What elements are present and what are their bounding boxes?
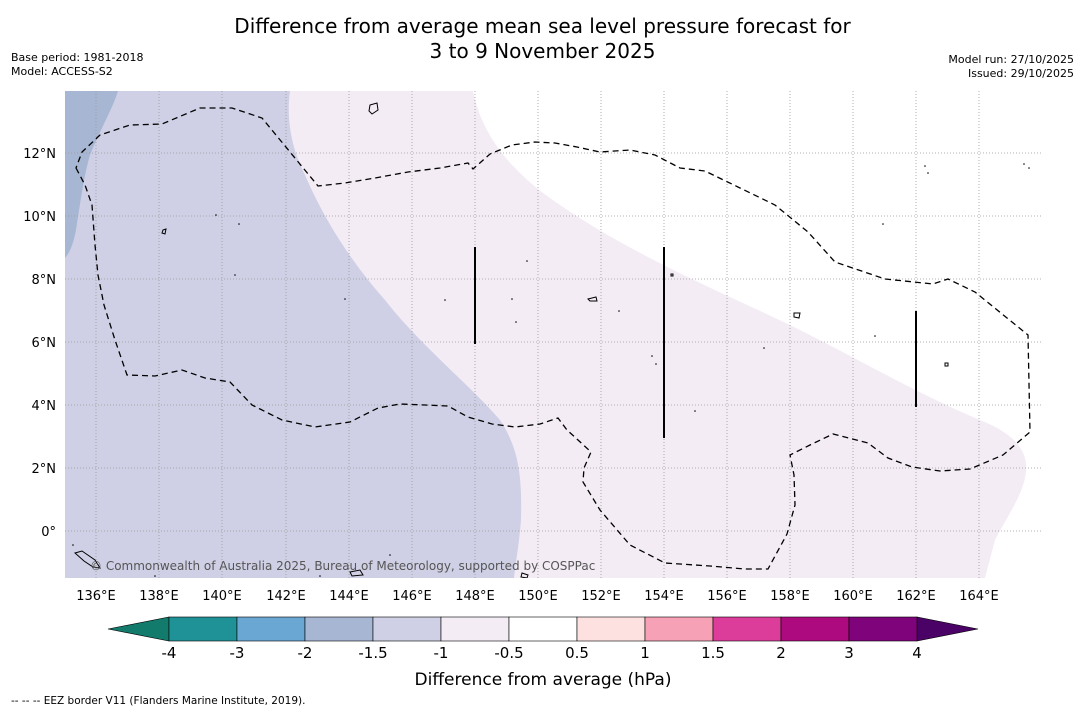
lat-tick-4: 4°N [32,399,57,414]
graticule [65,91,1042,578]
colorbar-swatch-5 [508,616,578,642]
cb-label-7: 1 [640,644,650,662]
lat-tick-2: 2°N [32,462,57,477]
colorbar-swatch-9 [780,616,850,642]
colorbar: -4 -3 -2 -1.5 -1 -0.5 0.5 1 1.5 2 3 4 Di… [107,616,979,690]
lat-ticks: 12°N 10°N 8°N 6°N 4°N 2°N 0° [23,147,56,540]
cb-label-2: -2 [298,644,313,662]
map-title: Difference from average mean sea level p… [0,14,1085,64]
colorbar-title: Difference from average (hPa) [415,670,672,690]
colorbar-swatch-3 [372,616,442,642]
lon-tick-136: 136°E [76,589,116,604]
lon-tick-142: 142°E [266,589,306,604]
anomaly-region-minus-1 [65,91,522,578]
colorbar-swatch-1 [236,616,306,642]
model-name: Model: ACCESS-S2 [11,65,113,78]
lon-tick-144: 144°E [329,589,369,604]
lon-tick-156: 156°E [707,589,747,604]
lon-ticks: 136°E 138°E 140°E 142°E 144°E 146°E 148°… [76,589,999,604]
colorbar-swatches [168,616,918,642]
cb-label-10: 3 [844,644,854,662]
cb-label-8: 1.5 [701,644,725,662]
lon-tick-150: 150°E [518,589,558,604]
colorbar-swatch-7 [644,616,714,642]
lon-tick-158: 158°E [770,589,810,604]
meta-left: Base period: 1981-2018 Model: ACCESS-S2 [11,51,143,79]
copyright-notice: © Commonwealth of Australia 2025, Bureau… [90,559,595,573]
lon-tick-162: 162°E [896,589,936,604]
cb-label-9: 2 [776,644,786,662]
map-title-line2: 3 to 9 November 2025 [429,39,656,63]
lon-tick-160: 160°E [833,589,873,604]
lon-tick-148: 148°E [455,589,495,604]
colorbar-swatch-6 [576,616,646,642]
base-period: Base period: 1981-2018 [11,51,144,64]
lat-tick-10: 10°N [23,210,56,225]
lat-tick-0: 0° [41,525,56,540]
colorbar-swatch-4 [440,616,510,642]
colorbar-labels: -4 -3 -2 -1.5 -1 -0.5 0.5 1 1.5 2 3 4 [162,644,922,662]
lat-tick-12: 12°N [23,147,56,162]
small-islets [72,163,1030,577]
anomaly-region-minus-1.5 [65,91,118,258]
issued-date: Issued: 29/10/2025 [967,67,1074,80]
lon-tick-152: 152°E [581,589,621,604]
model-run: Model run: 27/10/2025 [948,53,1074,66]
lon-tick-138: 138°E [139,589,179,604]
colorbar-extend-low [107,616,170,642]
lon-tick-154: 154°E [644,589,684,604]
colorbar-swatch-0 [168,616,238,642]
colorbar-swatch-10 [848,616,918,642]
colorbar-extend-high [916,616,979,642]
lon-tick-146: 146°E [392,589,432,604]
meta-right: Model run: 27/10/2025 Issued: 29/10/2025 [948,53,1074,81]
eez-footnote: -- -- -- EEZ border V11 (Flanders Marine… [11,695,306,707]
islands [73,102,949,578]
cb-label-1: -3 [230,644,245,662]
cb-label-0: -4 [162,644,177,662]
map-area: © Commonwealth of Australia 2025, Bureau… [65,91,1042,578]
cb-label-4: -1 [434,644,449,662]
cb-label-3: -1.5 [358,644,387,662]
map-title-line1: Difference from average mean sea level p… [234,14,851,38]
cb-label-6: 0.5 [565,644,589,662]
lat-tick-8: 8°N [32,273,57,288]
cb-label-11: 4 [912,644,922,662]
eez-vertical-segments [474,247,917,438]
colorbar-swatch-8 [712,616,782,642]
colorbar-swatch-2 [304,616,374,642]
lon-tick-164: 164°E [959,589,999,604]
lon-tick-140: 140°E [202,589,242,604]
lat-tick-6: 6°N [32,336,57,351]
eez-border [75,107,1031,570]
cb-label-5: -0.5 [494,644,523,662]
